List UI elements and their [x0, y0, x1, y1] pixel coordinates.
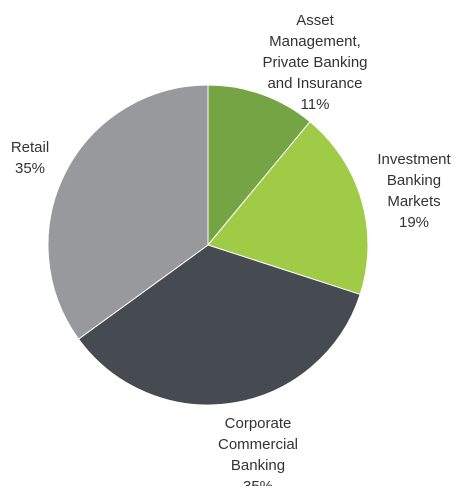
slice-label: Investment Banking Markets 19%	[377, 149, 450, 233]
value-label: 35%	[218, 476, 298, 486]
pie-slice	[47, 84, 209, 340]
pie-slice	[77, 244, 361, 406]
slice-label: Corporate Commercial Banking 35%	[218, 413, 298, 486]
category-label: Asset Management, Private Banking and In…	[262, 12, 368, 92]
value-label: 19%	[398, 214, 430, 231]
category-label: Investment Banking Markets	[377, 151, 451, 210]
value-label: 11%	[300, 96, 330, 113]
value-label: 35%	[14, 160, 46, 177]
category-label: Corporate Commercial Banking	[217, 415, 299, 474]
category-label: Retail	[10, 139, 50, 156]
pie-slice	[207, 84, 311, 247]
slice-label: Retail 35%	[11, 137, 49, 179]
slice-label: Asset Management, Private Banking and In…	[262, 10, 367, 115]
pie-slice	[207, 121, 369, 296]
